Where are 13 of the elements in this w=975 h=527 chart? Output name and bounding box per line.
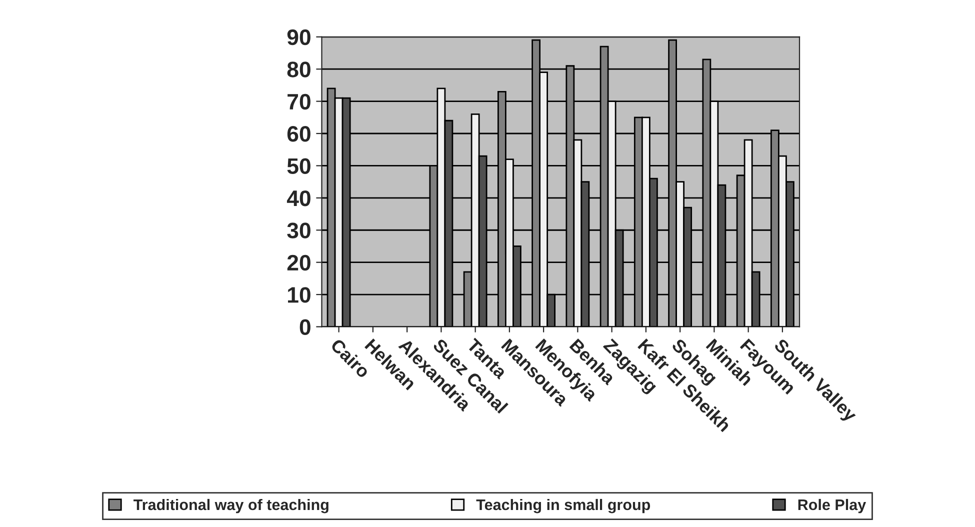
y-tick-label: 90 [287,29,310,46]
legend-label: Traditional way of teaching [134,498,328,514]
y-tick-label: 50 [287,158,310,174]
y-tick-label: 40 [286,190,310,206]
legend-label: Role Play [798,498,866,514]
y-tick-label: 0 [300,319,310,336]
y-tick-label: 20 [287,254,310,271]
y-tick-label: 30 [287,222,310,238]
y-tick-label: 70 [288,94,310,110]
legend-label: Teaching in small group [476,498,650,514]
y-tick-label: 80 [287,62,310,78]
y-tick-label: 10 [288,287,310,303]
y-tick-label: 60 [287,126,310,142]
